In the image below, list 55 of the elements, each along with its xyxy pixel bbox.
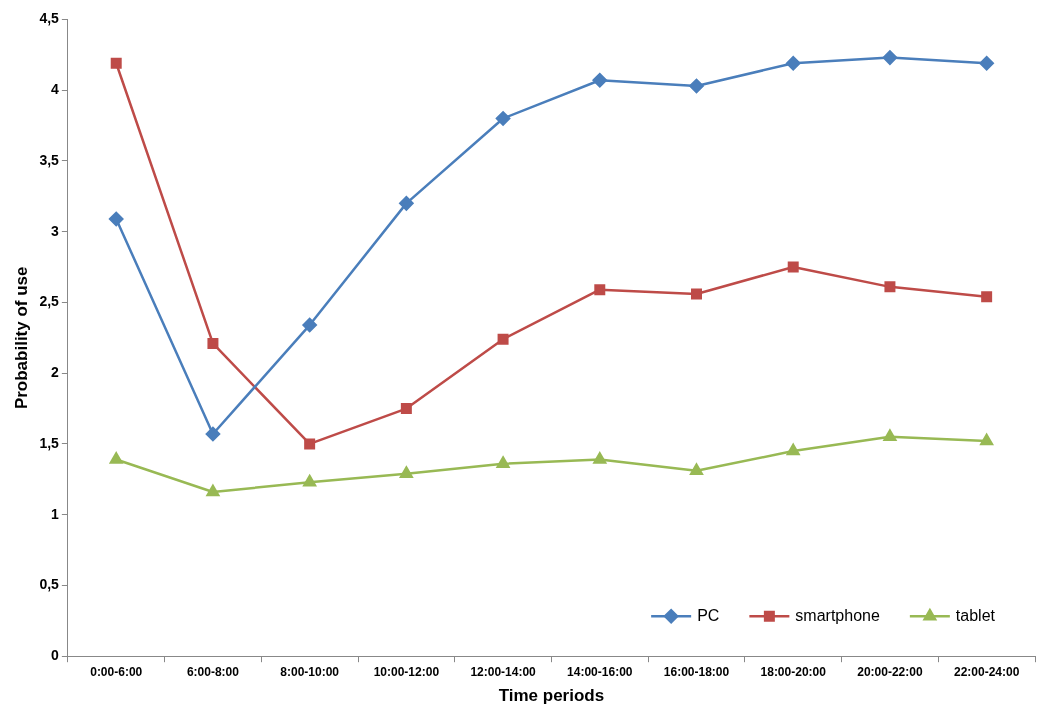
y-tick-label: 3,5 bbox=[39, 151, 60, 168]
x-tick-label: 8:00-10:00 bbox=[280, 664, 340, 679]
point bbox=[497, 333, 509, 345]
point bbox=[593, 452, 607, 464]
y-tick-label: 3 bbox=[51, 222, 60, 239]
point bbox=[980, 433, 994, 446]
point bbox=[206, 484, 220, 497]
y-axis-title: Probability of use bbox=[11, 266, 31, 410]
y-tick-label: 0,5 bbox=[39, 576, 60, 593]
point bbox=[884, 281, 896, 293]
point bbox=[400, 403, 412, 415]
point bbox=[399, 196, 414, 211]
point bbox=[785, 56, 801, 71]
x-tick-label: 14:00-16:00 bbox=[567, 664, 633, 679]
point bbox=[690, 463, 703, 476]
point bbox=[594, 284, 606, 296]
x-tick-label: 0:00-6:00 bbox=[90, 664, 143, 679]
point bbox=[496, 456, 510, 468]
x-tick-label: 10:00-12:00 bbox=[373, 664, 440, 679]
point bbox=[787, 261, 799, 273]
point bbox=[981, 291, 993, 303]
point bbox=[495, 111, 511, 126]
point bbox=[979, 56, 994, 71]
point bbox=[304, 438, 316, 450]
point bbox=[108, 211, 124, 227]
point bbox=[689, 78, 704, 94]
y-tick-label: 1 bbox=[51, 505, 60, 522]
x-tick-label: 22:00-24:00 bbox=[953, 664, 1020, 679]
y-tick-label: 0 bbox=[51, 647, 60, 664]
point bbox=[786, 443, 800, 456]
y-tick-label: 4 bbox=[51, 81, 60, 98]
point bbox=[302, 317, 317, 333]
point bbox=[691, 288, 702, 300]
x-axis-title: Time periods bbox=[498, 686, 605, 706]
x-tick-label: 20:00-22:00 bbox=[857, 664, 923, 679]
point bbox=[883, 429, 897, 442]
point bbox=[205, 426, 221, 442]
legend-label: tablet bbox=[955, 606, 996, 624]
point bbox=[303, 474, 317, 487]
point bbox=[399, 466, 413, 478]
point bbox=[109, 452, 123, 464]
y-tick-label: 2 bbox=[51, 364, 60, 381]
y-tick-label: 1,5 bbox=[39, 434, 60, 451]
legend-label: smartphone bbox=[795, 606, 880, 624]
x-tick-label: 16:00-18:00 bbox=[663, 664, 730, 679]
y-tick-label: 2,5 bbox=[39, 293, 60, 310]
y-tick-label: 4,5 bbox=[39, 10, 60, 27]
point bbox=[882, 50, 898, 65]
x-tick-label: 6:00-8:00 bbox=[186, 664, 240, 679]
x-tick-label: 12:00-14:00 bbox=[470, 664, 537, 679]
x-tick-label: 18:00-20:00 bbox=[760, 664, 827, 679]
point bbox=[592, 73, 608, 88]
legend-label: PC bbox=[697, 606, 720, 624]
point bbox=[110, 57, 122, 69]
point bbox=[207, 337, 219, 349]
